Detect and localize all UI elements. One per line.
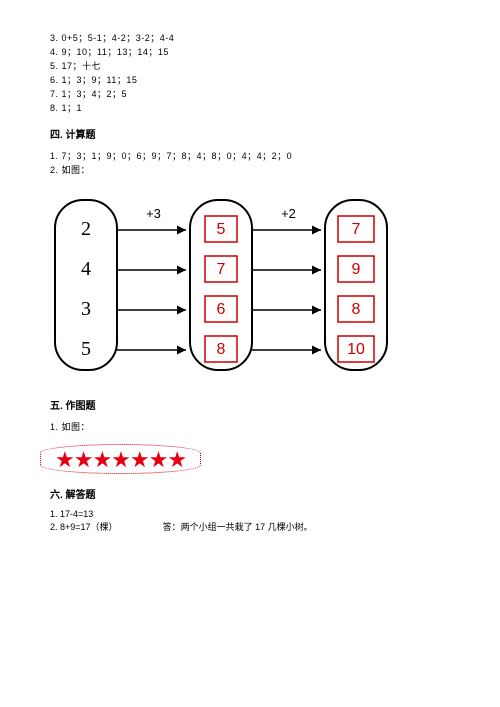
flow-mid-1: 7 xyxy=(217,261,226,278)
answer-line-6: 6. 1；3；9；11；15 xyxy=(50,73,450,86)
q2-left: 2. 8+9=17（棵） xyxy=(50,522,118,532)
flow-input-1: 4 xyxy=(81,258,91,280)
stars-row: ★★★★★★★ xyxy=(55,447,186,472)
flow-input-3: 5 xyxy=(81,338,91,360)
flow-op2: +2 xyxy=(281,206,296,221)
flow-mid-3: 8 xyxy=(217,341,226,358)
section-6-title: 六. 解答题 xyxy=(50,486,450,501)
flow-svg: 2 4 3 5 +3 5 7 6 8 +2 7 9 8 10 xyxy=(35,190,415,380)
section-5-line-1: 1. 如图： xyxy=(50,420,450,433)
answer-line-8: 8. 1；1 xyxy=(50,101,450,114)
flow-input-0: 2 xyxy=(81,218,91,240)
flow-out-2: 8 xyxy=(352,301,361,318)
flow-out-0: 7 xyxy=(352,221,361,238)
section-6-line-1: 1. 17-4=13 xyxy=(50,509,450,519)
flow-mid-2: 6 xyxy=(217,301,226,318)
flow-mid-0: 5 xyxy=(217,221,226,238)
section-6-line-2: 2. 8+9=17（棵） 答：两个小组一共栽了 17 几棵小树。 xyxy=(50,520,450,533)
flow-out-3: 10 xyxy=(347,341,365,358)
flow-diagram: 2 4 3 5 +3 5 7 6 8 +2 7 9 8 10 xyxy=(50,190,450,383)
section-4-line-1: 1. 7；3；1；9；0；6；9；7；8；4；8；0；4；4；2；0 xyxy=(50,149,450,162)
stars-box: ★★★★★★★ xyxy=(40,444,201,474)
section-4-line-2: 2. 如图： xyxy=(50,163,450,176)
answer-line-5: 5. 17；十七 xyxy=(50,59,450,72)
q2-right: 答：两个小组一共栽了 17 几棵小树。 xyxy=(163,522,313,532)
answer-line-4: 4. 9；10；11；13；14；15 xyxy=(50,45,450,58)
flow-input-2: 3 xyxy=(81,298,91,320)
section-4-title: 四. 计算题 xyxy=(50,126,450,141)
flow-op1: +3 xyxy=(146,206,161,221)
section-5-title: 五. 作图题 xyxy=(50,397,450,412)
page: 3. 0+5；5-1；4-2；3-2；4-4 4. 9；10；11；13；14；… xyxy=(0,0,500,554)
flow-out-1: 9 xyxy=(352,261,361,278)
answer-line-7: 7. 1；3；4；2；5 xyxy=(50,87,450,100)
answer-line-3: 3. 0+5；5-1；4-2；3-2；4-4 xyxy=(50,31,450,44)
